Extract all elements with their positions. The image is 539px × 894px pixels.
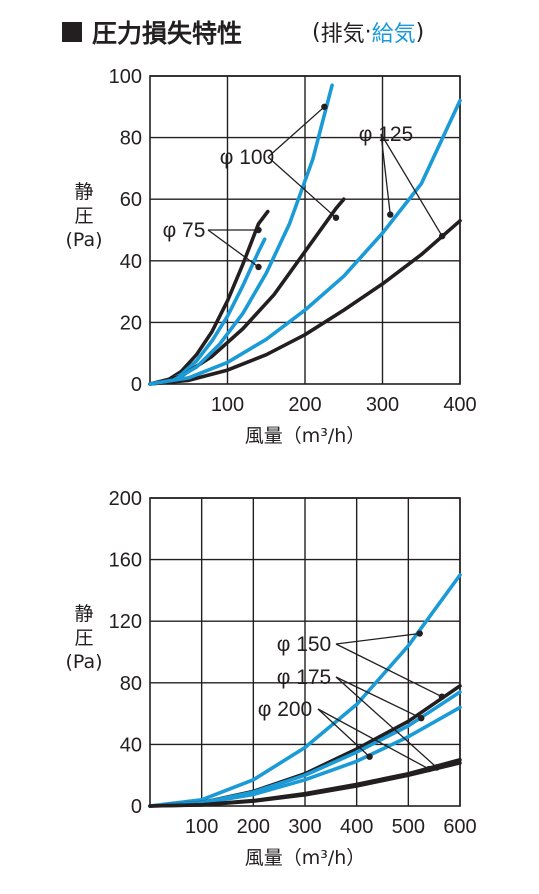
label-point-dot — [255, 263, 262, 271]
subtitle-close-paren: ) — [415, 19, 425, 45]
chart-2 — [148, 497, 462, 808]
label-leader-line — [317, 708, 430, 770]
y-axis-label: 静 — [74, 181, 93, 203]
label-point-dot — [366, 753, 373, 760]
label-leader-line — [335, 676, 438, 768]
series-line-supply — [148, 98, 462, 386]
x-axis-label: 風量（m³/h） — [245, 847, 366, 869]
label-leader-line — [335, 643, 443, 698]
y-tick-label: 80 — [120, 673, 142, 695]
title-text: 圧力損失特性 — [92, 19, 243, 48]
x-tick-label: 100 — [185, 816, 218, 838]
label-point-dot — [438, 693, 446, 700]
x-tick-label: 100 — [211, 394, 244, 416]
series-label: φ 150 — [277, 633, 332, 656]
label-leader-line — [317, 708, 371, 758]
label-leader-line — [380, 133, 391, 215]
y-tick-label: 100 — [109, 66, 142, 88]
label-point-dot — [425, 765, 433, 773]
x-axis-label: 風量（m³/h） — [245, 425, 366, 447]
x-tick-label: 300 — [288, 816, 321, 838]
series-label: φ 100 — [220, 146, 275, 169]
y-tick-label: 40 — [120, 734, 142, 756]
square-bullet-icon — [62, 22, 82, 42]
x-tick-label: 600 — [443, 816, 476, 838]
y-axis-label: (Pa) — [65, 651, 102, 673]
y-tick-label: 200 — [109, 488, 142, 510]
label-point-dot — [255, 226, 262, 234]
y-tick-label: 160 — [109, 550, 142, 572]
label-leader-line — [335, 632, 420, 645]
series-label: φ 75 — [163, 219, 206, 242]
y-axis-label: 圧 — [74, 205, 93, 227]
series-label: φ 175 — [277, 666, 332, 689]
y-tick-label: 120 — [109, 611, 142, 633]
label-point-dot — [418, 715, 425, 722]
x-tick-label: 200 — [237, 816, 270, 838]
y-axis-label: 静 — [74, 603, 93, 625]
label-point-dot — [433, 764, 440, 771]
chart-1 — [148, 75, 462, 386]
x-tick-label: 200 — [288, 394, 321, 416]
series-line-exhaust — [148, 219, 462, 386]
subtitle-open-paren: ( — [312, 19, 321, 45]
series-line-supply — [148, 83, 334, 386]
chart-title: 圧力損失特性 — [62, 12, 242, 52]
x-tick-label: 300 — [366, 394, 399, 416]
series-line-supply — [148, 573, 462, 808]
x-tick-label: 500 — [392, 816, 425, 838]
series-line-exhaust — [148, 761, 462, 808]
y-tick-label: 60 — [120, 189, 142, 211]
y-tick-label: 0 — [131, 374, 142, 396]
x-tick-label: 400 — [443, 394, 476, 416]
label-leader-line — [267, 156, 337, 219]
label-point-dot — [438, 232, 446, 240]
subtitle-separator: · — [364, 19, 372, 45]
y-tick-label: 80 — [120, 128, 142, 150]
label-leader-line — [267, 106, 325, 158]
label-point-dot — [332, 214, 340, 221]
plot-frame — [149, 75, 461, 385]
label-leader-line — [335, 676, 422, 719]
y-tick-label: 40 — [120, 251, 142, 273]
label-point-dot — [321, 103, 328, 111]
label-leader-line — [207, 229, 259, 268]
subtitle-exhaust: 排気 — [320, 22, 365, 47]
series-label: φ 200 — [258, 698, 313, 721]
label-leader-line — [380, 133, 443, 237]
y-tick-label: 20 — [120, 312, 142, 334]
x-tick-label: 400 — [340, 816, 373, 838]
chart-subtitle: ( 排気 · 給気 ) — [312, 12, 424, 52]
y-axis-label: (Pa) — [65, 229, 102, 251]
series-label: φ 125 — [359, 123, 414, 146]
subtitle-supply: 給気 — [371, 22, 416, 47]
y-axis-label: 圧 — [74, 627, 93, 649]
label-point-dot — [416, 630, 423, 637]
y-tick-label: 0 — [131, 796, 142, 818]
label-point-dot — [387, 211, 394, 218]
plot-frame — [149, 497, 461, 807]
